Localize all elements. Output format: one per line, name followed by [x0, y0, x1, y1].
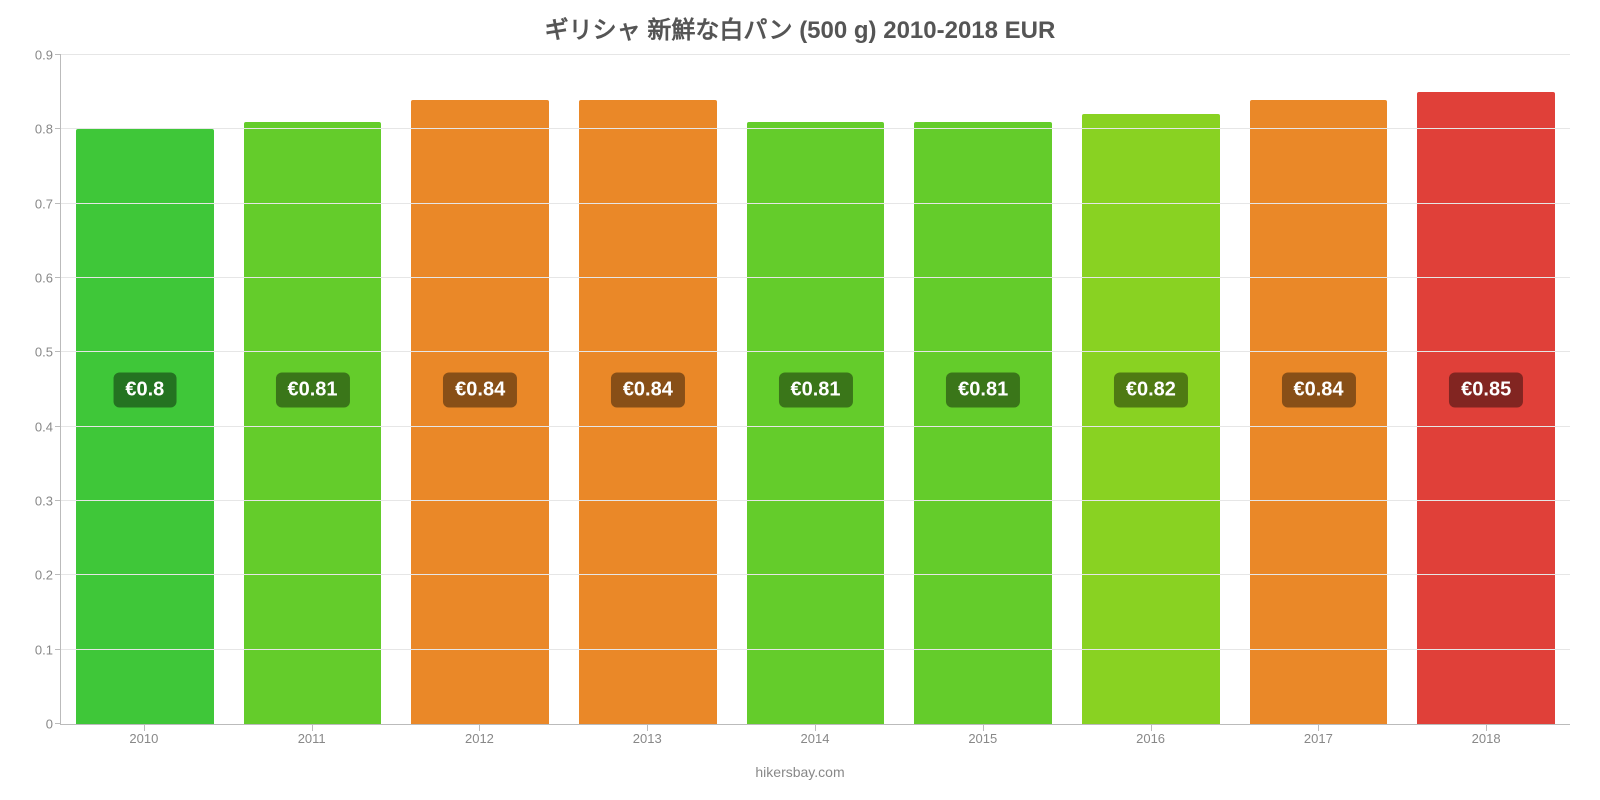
ytick-label: 0.7	[35, 196, 53, 211]
xtick-label: 2013	[563, 731, 731, 746]
ytick-label: 0.6	[35, 271, 53, 286]
ytick-label: 0	[46, 717, 53, 732]
bar-value-label: €0.84	[611, 372, 685, 407]
gridline	[61, 649, 1570, 650]
bar-slot: €0.81	[899, 55, 1067, 724]
plot-wrapper: €0.8 €0.81 €0.84 €0.84 €0.81 €0.81 €0.82 €0.84 €…	[60, 55, 1570, 725]
bar-value-label: €0.82	[1114, 372, 1188, 407]
ytick-mark	[55, 723, 61, 724]
attribution: hikersbay.com	[0, 764, 1600, 780]
bar-slot: €0.81	[732, 55, 900, 724]
gridline	[61, 128, 1570, 129]
gridline	[61, 203, 1570, 204]
ytick-mark	[55, 426, 61, 427]
gridline	[61, 500, 1570, 501]
xtick-label: 2010	[60, 731, 228, 746]
ytick-mark	[55, 500, 61, 501]
ytick-mark	[55, 54, 61, 55]
ytick-label: 0.3	[35, 494, 53, 509]
ytick-mark	[55, 574, 61, 575]
xtick-label: 2017	[1234, 731, 1402, 746]
ytick-mark	[55, 203, 61, 204]
bar: €0.81	[914, 122, 1051, 724]
bar: €0.84	[579, 100, 716, 724]
ytick-label: 0.2	[35, 568, 53, 583]
ytick-label: 0.8	[35, 122, 53, 137]
bar-value-label: €0.81	[946, 372, 1020, 407]
bar: €0.84	[411, 100, 548, 724]
bar-value-label: €0.84	[443, 372, 517, 407]
gridline	[61, 277, 1570, 278]
xtick-mark	[1151, 725, 1152, 731]
xtick-label: 2016	[1067, 731, 1235, 746]
chart-container: ギリシャ 新鮮な白パン (500 g) 2010-2018 EUR €0.8€0…	[0, 0, 1600, 800]
ytick-mark	[55, 128, 61, 129]
bar-slot: €0.84	[396, 55, 564, 724]
bar: €0.8	[76, 129, 213, 724]
xtick-mark	[1486, 725, 1487, 731]
xtick-mark	[479, 725, 480, 731]
bar-slot: €0.85	[1402, 55, 1570, 724]
gridline	[61, 351, 1570, 352]
plot-area: €0.8 €0.81 €0.84 €0.84 €0.81 €0.81 €0.82 €0.84 €…	[60, 55, 1570, 725]
bar: €0.81	[244, 122, 381, 724]
bar-slot: €0.81	[229, 55, 397, 724]
xtick-label: 2015	[899, 731, 1067, 746]
bar-value-label: €0.84	[1282, 372, 1356, 407]
bar: €0.81	[747, 122, 884, 724]
gridline	[61, 574, 1570, 575]
bar-value-label: €0.81	[778, 372, 852, 407]
ytick-mark	[55, 277, 61, 278]
bar: €0.82	[1082, 114, 1219, 724]
bar-value-label: €0.8	[113, 372, 176, 407]
ytick-label: 0.5	[35, 345, 53, 360]
bar-value-label: €0.85	[1449, 372, 1523, 407]
xtick-label: 2014	[731, 731, 899, 746]
ytick-label: 0.4	[35, 419, 53, 434]
gridline	[61, 426, 1570, 427]
xtick-label: 2018	[1402, 731, 1570, 746]
ytick-label: 0.9	[35, 48, 53, 63]
bar-slot: €0.84	[1235, 55, 1403, 724]
ytick-label: 0.1	[35, 642, 53, 657]
bar-slot: €0.8	[61, 55, 229, 724]
bar-slot: €0.84	[564, 55, 732, 724]
xtick-mark	[312, 725, 313, 731]
chart-title: ギリシャ 新鮮な白パン (500 g) 2010-2018 EUR	[0, 10, 1600, 45]
gridline	[61, 54, 1570, 55]
bar-slot: €0.82	[1067, 55, 1235, 724]
xtick-mark	[983, 725, 984, 731]
x-axis: 201020112012201320142015201620172018	[60, 731, 1570, 746]
xtick-mark	[647, 725, 648, 731]
xtick-mark	[1318, 725, 1319, 731]
xtick-mark	[144, 725, 145, 731]
ytick-mark	[55, 351, 61, 352]
bar: €0.84	[1250, 100, 1387, 724]
xtick-mark	[815, 725, 816, 731]
bar-value-label: €0.81	[275, 372, 349, 407]
bars-row: €0.8 €0.81 €0.84 €0.84 €0.81 €0.81 €0.82 €0.84 €…	[61, 55, 1570, 724]
ytick-mark	[55, 649, 61, 650]
bar: €0.85	[1417, 92, 1554, 724]
xtick-label: 2011	[228, 731, 396, 746]
xtick-label: 2012	[396, 731, 564, 746]
